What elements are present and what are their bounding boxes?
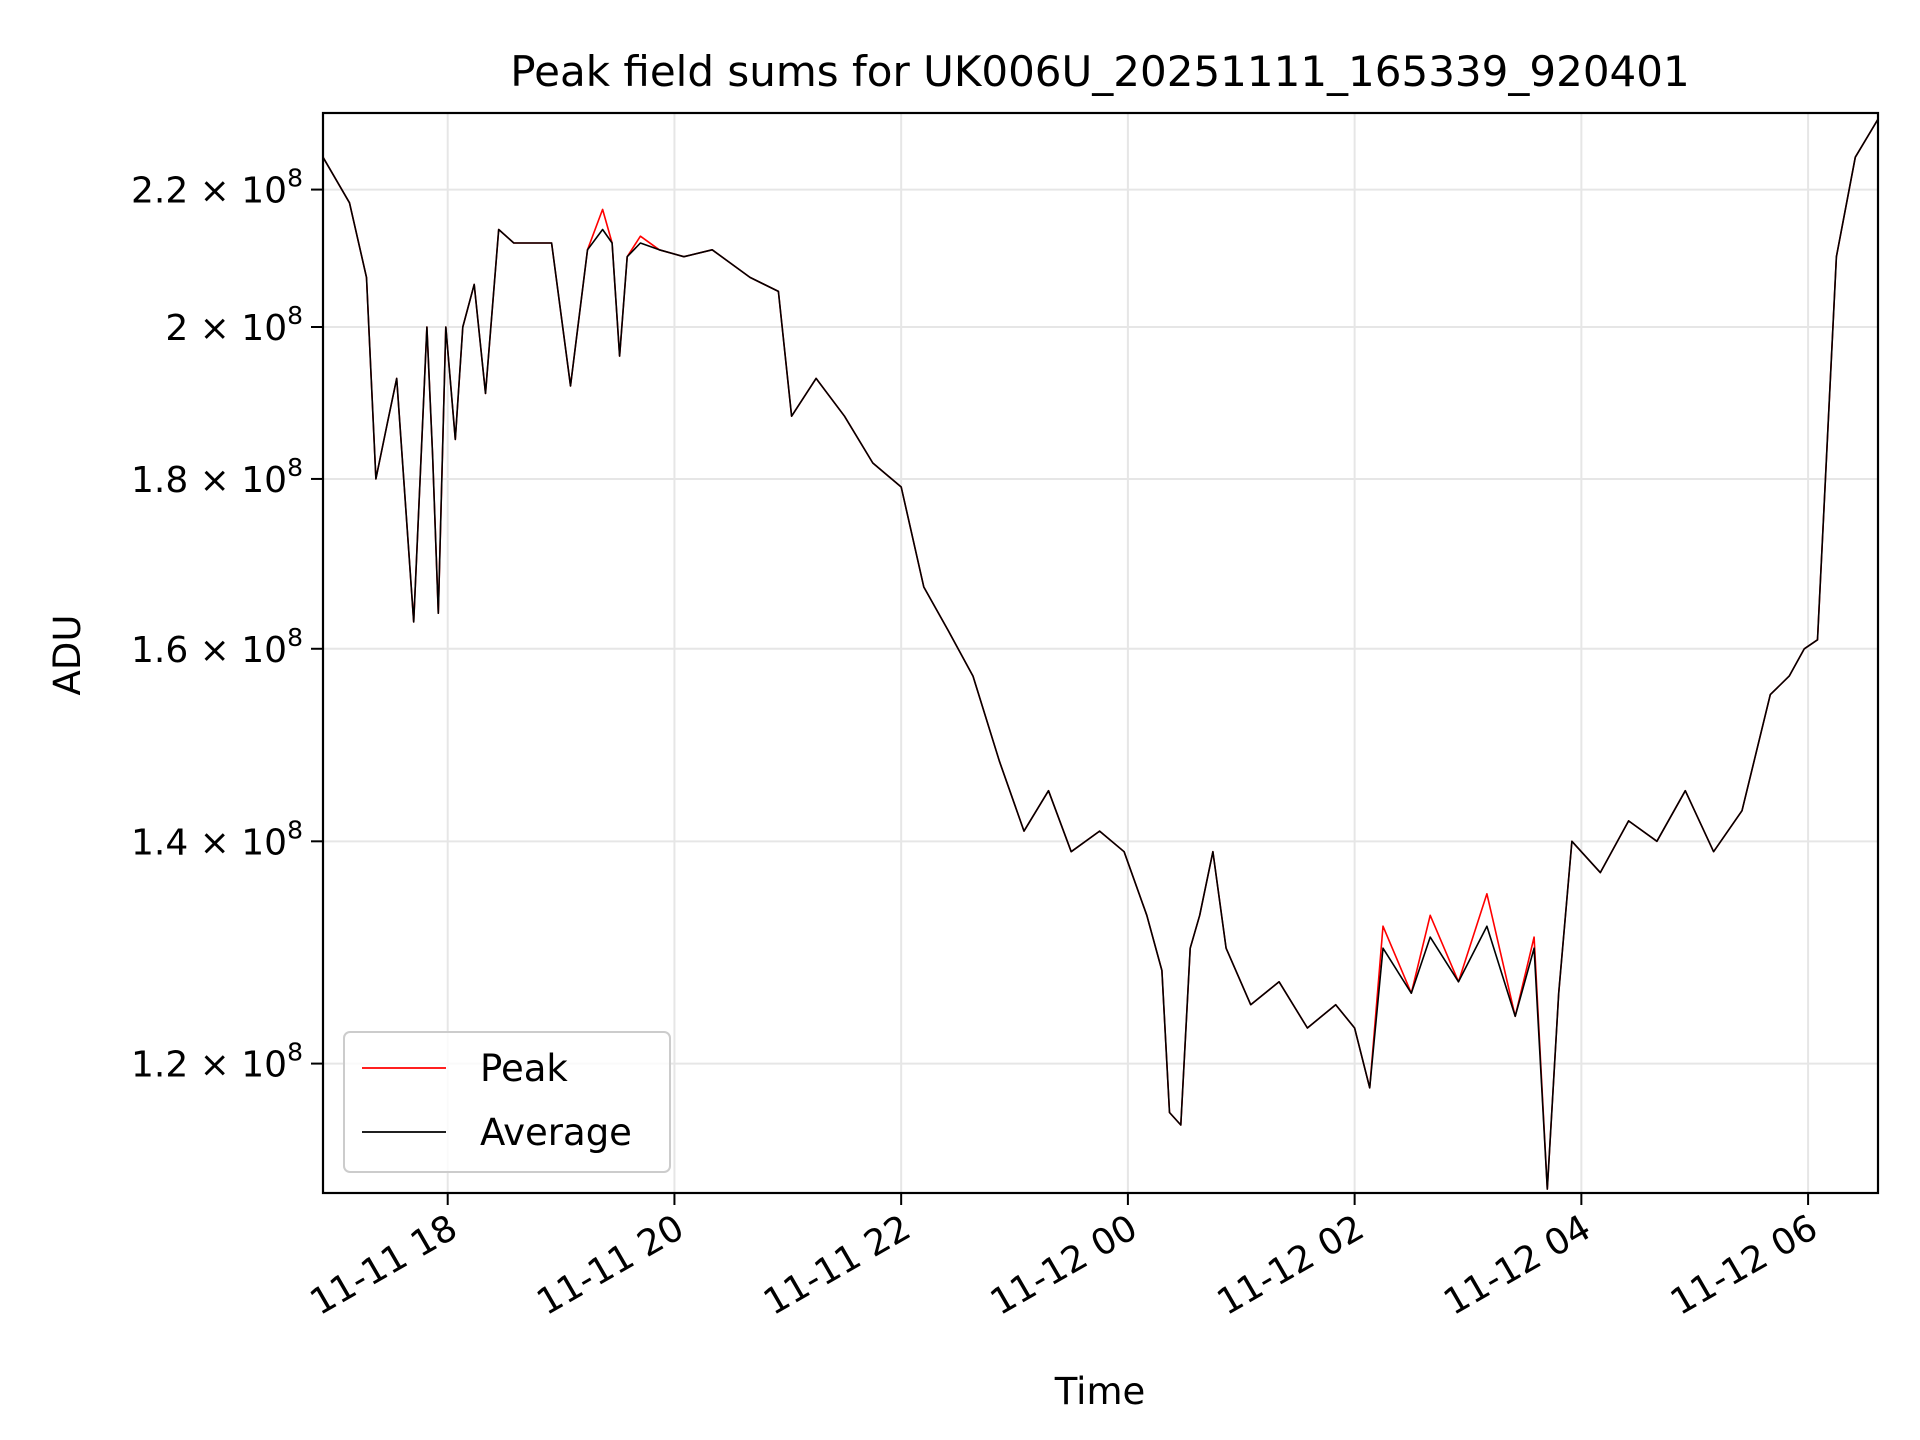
grid bbox=[323, 113, 1878, 1193]
y-tick-label-4: 2 × 108 bbox=[165, 301, 303, 349]
y-tick-label-0: 1.2 × 108 bbox=[131, 1038, 303, 1086]
legend: Peak Average bbox=[343, 1031, 671, 1173]
y-tick-label-3: 1.8 × 108 bbox=[131, 453, 303, 501]
y-tick-label-5: 2.2 × 108 bbox=[131, 164, 303, 212]
chart-title: Peak field sums for UK006U_20251111_1653… bbox=[510, 47, 1689, 96]
legend-label-peak: Peak bbox=[480, 1047, 568, 1090]
series-line-average bbox=[322, 118, 1879, 1190]
legend-label-average: Average bbox=[480, 1111, 632, 1154]
y-tick-label-2: 1.6 × 108 bbox=[131, 623, 303, 671]
x-axis-label: Time bbox=[1054, 1370, 1146, 1413]
y-axis-label: ADU bbox=[46, 615, 89, 696]
plot-lines bbox=[322, 118, 1879, 1190]
plot-frame bbox=[321, 111, 1880, 1195]
legend-box bbox=[343, 1031, 671, 1173]
y-tick-label-1: 1.4 × 108 bbox=[131, 815, 303, 863]
y-axis: 1.2 × 108 1.4 × 108 1.6 × 108 1.8 × 108 2 × … bbox=[131, 164, 323, 1086]
